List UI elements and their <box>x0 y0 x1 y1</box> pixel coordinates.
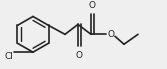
Text: O: O <box>76 51 83 60</box>
Text: O: O <box>108 30 115 39</box>
Text: O: O <box>89 1 96 10</box>
Text: Cl: Cl <box>5 52 13 61</box>
